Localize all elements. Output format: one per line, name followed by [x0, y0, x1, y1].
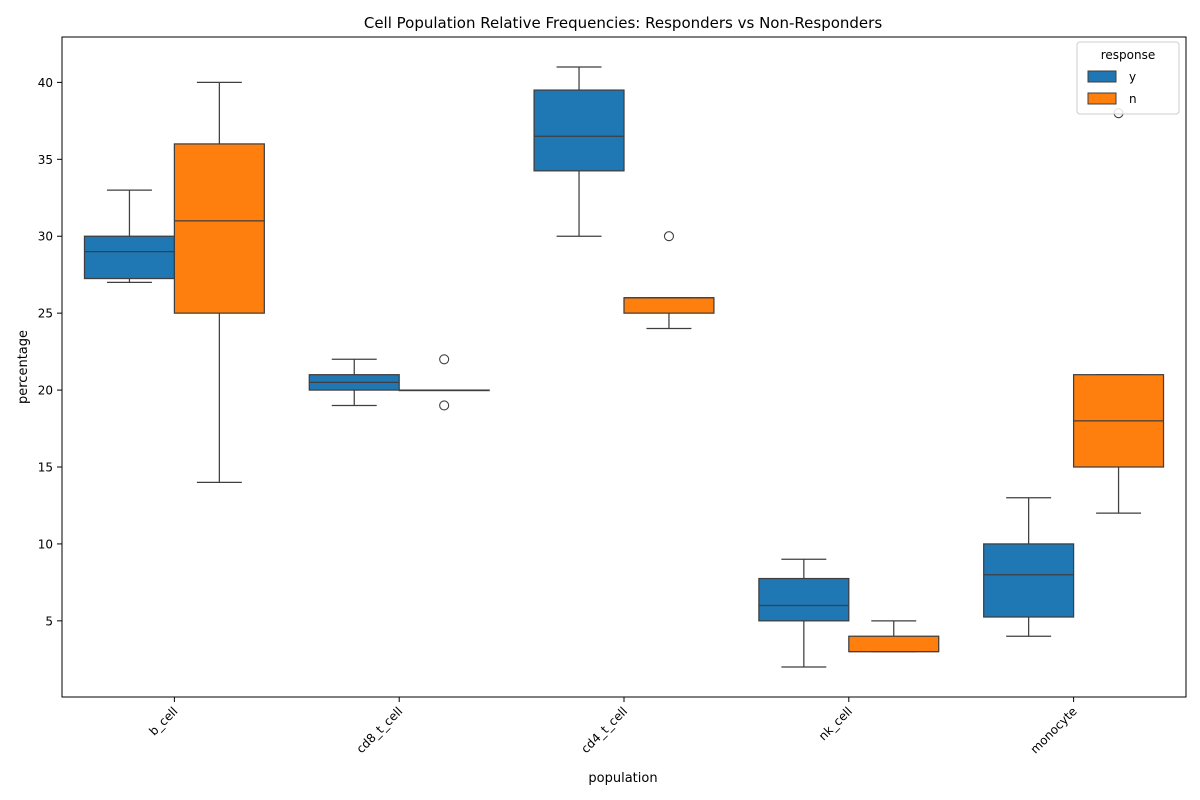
- box-iqr: [83, 235, 176, 280]
- legend-swatch-y: [1087, 70, 1117, 83]
- legend: response yn: [1076, 41, 1180, 115]
- box-iqr: [173, 143, 265, 314]
- x-tick-label: b_cell: [146, 704, 180, 738]
- box-iqr: [623, 297, 715, 314]
- x-tick-label: cd4_t_cell: [578, 704, 630, 756]
- box-iqr: [983, 543, 1075, 618]
- box-iqr: [533, 89, 625, 172]
- box-n-b_cell: [173, 81, 265, 484]
- box-y-b_cell: [83, 189, 176, 284]
- legend-swatch-n: [1087, 92, 1117, 105]
- x-tick-label: cd8_t_cell: [354, 704, 406, 756]
- box-n-monocyte: [1072, 108, 1165, 514]
- x-axis-label: population: [588, 771, 657, 786]
- box-n-cd8_t_cell: [398, 354, 490, 411]
- x-tick-label: nk_cell: [816, 704, 855, 743]
- y-tick-label: 40: [38, 76, 53, 90]
- outlier-point: [439, 354, 450, 365]
- plot-area: [83, 66, 1165, 668]
- box-y-nk_cell: [758, 558, 850, 668]
- box-n-cd4_t_cell: [623, 231, 715, 330]
- y-axis-label: percentage: [16, 330, 31, 404]
- legend-label-y: y: [1129, 70, 1136, 84]
- outlier-point: [439, 400, 450, 411]
- box-y-cd4_t_cell: [533, 66, 625, 237]
- x-tick-label: monocyte: [1028, 704, 1080, 756]
- x-axis: b_cell cd8_t_cell cd4_t_cell nk_cell monocyt…: [146, 697, 1080, 756]
- legend-label-n: n: [1129, 92, 1137, 106]
- legend-title: response: [1101, 48, 1156, 62]
- outlier-point: [663, 231, 675, 242]
- chart-title: Cell Population Relative Frequencies: Re…: [364, 14, 882, 32]
- y-axis: 5 10 15 20 25 30 35 40: [38, 76, 62, 628]
- y-tick-label: 15: [38, 461, 53, 475]
- box-iqr: [758, 577, 850, 622]
- y-tick-label: 35: [38, 153, 53, 167]
- y-tick-label: 25: [38, 307, 53, 321]
- y-tick-label: 20: [38, 384, 53, 398]
- box-iqr: [848, 635, 940, 653]
- box-y-monocyte: [983, 497, 1075, 637]
- y-tick-label: 30: [38, 230, 53, 244]
- y-tick-label: 10: [38, 537, 53, 551]
- box-n-nk_cell: [848, 620, 940, 653]
- y-tick-label: 5: [45, 614, 53, 628]
- box-y-cd8_t_cell: [308, 358, 400, 407]
